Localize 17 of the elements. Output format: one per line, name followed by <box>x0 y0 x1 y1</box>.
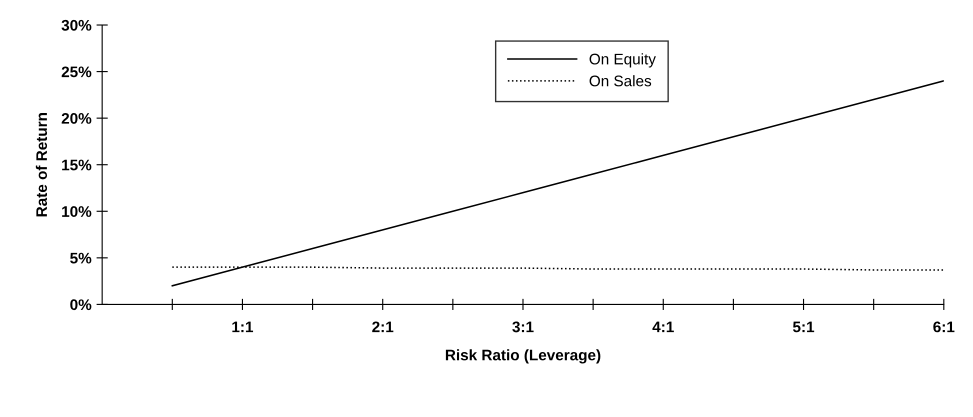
y-tick-label: 30% <box>62 20 92 31</box>
x-tick-label: 5:1 <box>792 322 814 332</box>
x-tick-label: 4:1 <box>652 322 674 332</box>
y-tick-label: 10% <box>62 206 92 217</box>
y-axis-title: Rate of Return <box>36 113 48 216</box>
x-tick-label: 6:1 <box>933 321 954 332</box>
legend-label: On Sales <box>590 75 652 86</box>
x-tick-label: 3:1 <box>512 321 534 332</box>
x-tick-label: 2:1 <box>372 321 394 332</box>
y-tick-label: 25% <box>62 66 92 78</box>
y-tick-label: 5% <box>70 252 92 264</box>
y-tick-label: 15% <box>62 160 92 170</box>
legend-label: On Equity <box>590 53 656 68</box>
x-tick-label: 1:1 <box>232 322 254 332</box>
y-tick-label: 0% <box>70 299 92 310</box>
y-tick-label: 20% <box>62 113 92 124</box>
x-axis-title: Risk Ratio (Leverage) <box>446 349 600 364</box>
